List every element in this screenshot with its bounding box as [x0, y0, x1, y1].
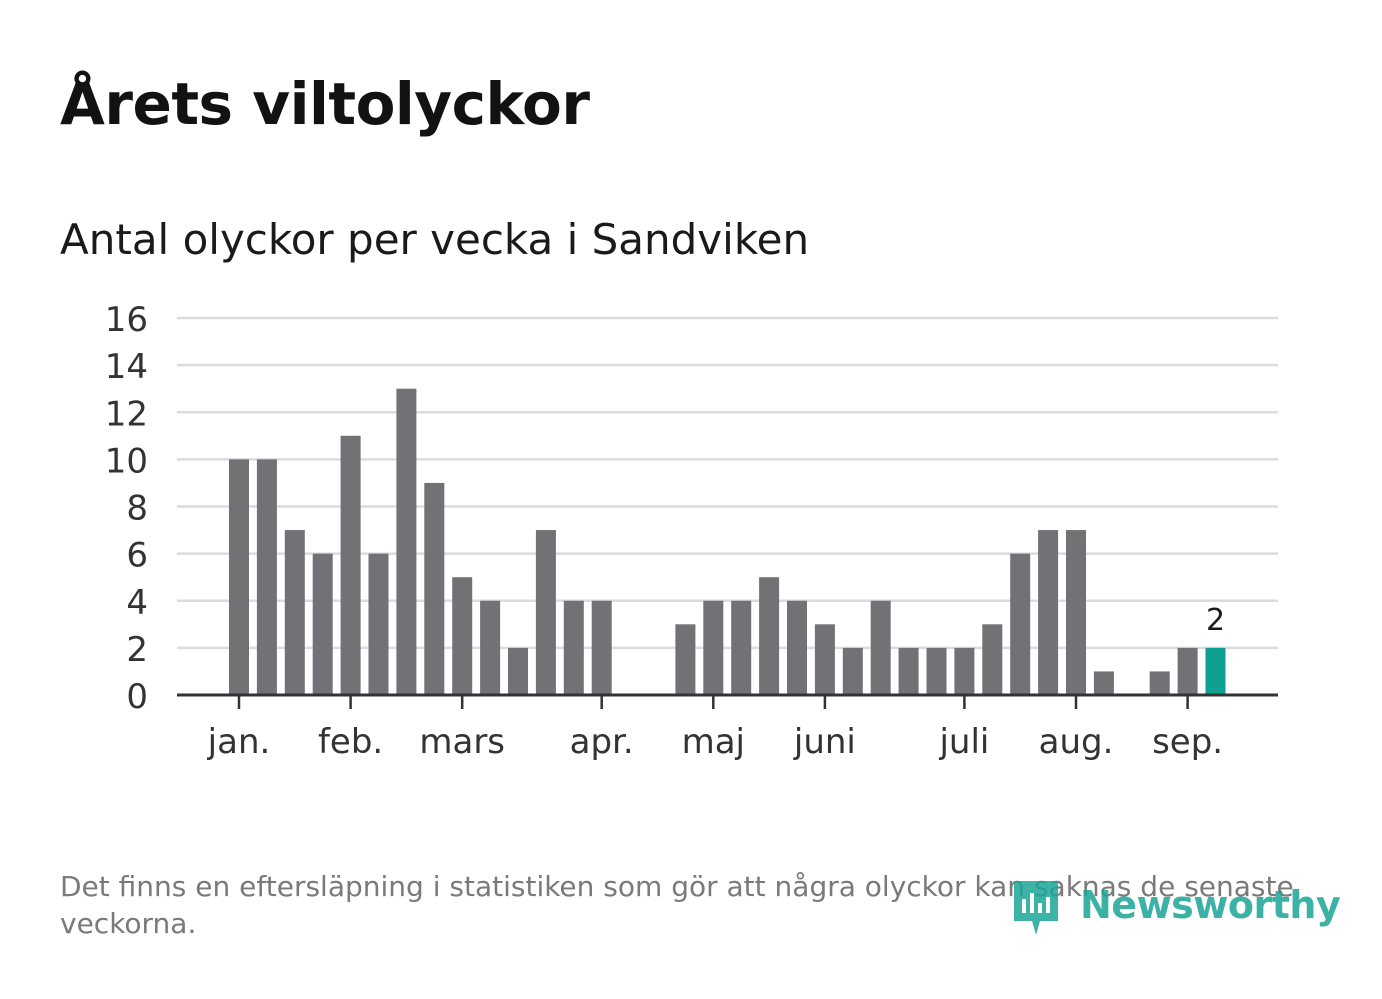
- x-tick-label: juni: [793, 722, 856, 762]
- bar: [1093, 671, 1114, 695]
- bar: [954, 647, 975, 695]
- bar: [396, 388, 417, 695]
- bar: [759, 577, 780, 695]
- y-tick-label: 4: [126, 583, 148, 623]
- x-tick-label: maj: [682, 722, 745, 762]
- x-tick-label: juli: [938, 722, 989, 762]
- y-tick-label: 14: [105, 347, 148, 387]
- bar: [284, 530, 305, 695]
- bars: [229, 388, 1226, 695]
- x-tick-label: aug.: [1039, 722, 1114, 762]
- bar: [898, 647, 919, 695]
- bar-chart: 0 2 4 6 8 10 12 14 16 jan. feb. mars apr. maj juni jul…: [105, 300, 1278, 762]
- bar: [368, 553, 389, 695]
- chart-title: Årets viltolyckor: [60, 70, 590, 138]
- newsworthy-logo-icon: [1014, 881, 1058, 935]
- x-tick-label: mars: [419, 722, 505, 762]
- bar: [703, 600, 724, 695]
- bar: [675, 624, 696, 695]
- y-tick-label: 2: [126, 630, 148, 670]
- bar: [480, 600, 501, 695]
- chart-subtitle: Antal olyckor per vecka i Sandviken: [60, 215, 810, 264]
- y-tick-label: 16: [105, 300, 148, 340]
- bar: [870, 600, 891, 695]
- x-tick-label: apr.: [570, 722, 634, 762]
- y-tick-label: 6: [126, 536, 148, 576]
- bar: [563, 600, 584, 695]
- x-axis-ticks: jan. feb. mars apr. maj juni juli aug. sep.: [207, 695, 1223, 762]
- bar: [842, 647, 863, 695]
- y-tick-label: 0: [126, 677, 148, 717]
- bar: [535, 530, 556, 695]
- bar: [256, 459, 277, 695]
- bar: [926, 647, 947, 695]
- x-tick-label: jan.: [207, 722, 271, 762]
- bar: [340, 435, 361, 695]
- x-tick-label: sep.: [1152, 722, 1223, 762]
- bar: [982, 624, 1003, 695]
- footnote: Det finns en eftersläpning i statistiken…: [60, 870, 1294, 940]
- data-labels: 2: [1206, 603, 1225, 638]
- bar: [1010, 553, 1031, 695]
- bar: [424, 482, 445, 695]
- bar-highlighted: [1205, 647, 1226, 695]
- bar: [452, 577, 473, 695]
- bar: [1149, 671, 1170, 695]
- bar: [312, 553, 333, 695]
- y-tick-label: 12: [105, 394, 148, 434]
- bar: [1038, 530, 1059, 695]
- bar: [731, 600, 752, 695]
- bar: [508, 647, 528, 695]
- data-label: 2: [1206, 603, 1225, 638]
- bar: [591, 600, 612, 695]
- y-tick-label: 8: [126, 489, 148, 529]
- bar: [229, 459, 249, 695]
- newsworthy-logo: Newsworthy: [1010, 875, 1341, 947]
- bar: [1177, 647, 1198, 695]
- bar: [814, 624, 835, 695]
- newsworthy-logo-text: Newsworthy: [1080, 883, 1341, 927]
- bar: [787, 600, 807, 695]
- bar: [1066, 530, 1086, 695]
- y-axis-ticks: 0 2 4 6 8 10 12 14 16: [105, 300, 148, 717]
- x-tick-label: feb.: [318, 722, 383, 762]
- y-tick-label: 10: [105, 441, 148, 481]
